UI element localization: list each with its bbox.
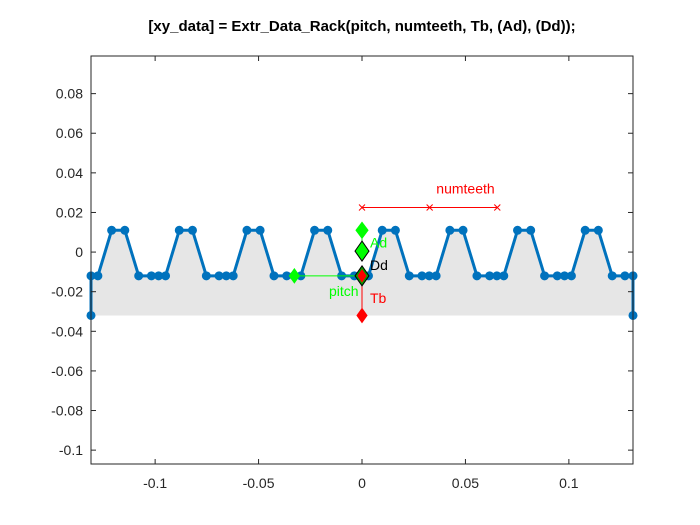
y-tick-label: 0 [75, 244, 83, 260]
ad-marker [355, 221, 369, 240]
numteeth-marker-stroke [426, 204, 434, 211]
series-point [107, 225, 117, 235]
series-point [187, 225, 197, 235]
series-point [269, 271, 279, 281]
series-point [499, 271, 509, 281]
pitch-label: pitch [329, 283, 359, 299]
tb-label: Tb [370, 290, 387, 306]
x-tick-label: 0 [358, 475, 366, 491]
filled-area [91, 230, 633, 316]
numteeth-label: numteeth [436, 181, 494, 197]
x-ticks: -0.1 -0.05 0 0.05 0.1 [143, 56, 579, 491]
numteeth-marker [493, 204, 501, 211]
y-tick-label: 0.04 [56, 165, 83, 181]
series-point [593, 225, 603, 235]
dd-label: Dd [370, 257, 388, 273]
x-tick-label: 0.1 [559, 475, 579, 491]
numteeth-marker-stroke [358, 204, 366, 211]
series-point [310, 225, 320, 235]
series-point [134, 271, 144, 281]
series-point [255, 225, 265, 235]
series-point [472, 271, 482, 281]
pitch-start-marker [288, 267, 300, 284]
y-tick-label: -0.04 [51, 323, 83, 339]
series-point [526, 225, 536, 235]
series-point [323, 225, 333, 235]
series-point [566, 271, 576, 281]
series-point [431, 271, 441, 281]
ad-label: Ad [370, 234, 387, 250]
series-point [445, 225, 455, 235]
numteeth-marker [426, 204, 434, 211]
numteeth-marker-stroke [493, 204, 501, 211]
series-point [458, 225, 468, 235]
series-point [201, 271, 211, 281]
rack-profile-layer [86, 225, 638, 320]
y-tick-label: -0.02 [51, 284, 83, 300]
series-point [242, 225, 252, 235]
y-tick-label: 0.06 [56, 125, 83, 141]
series-point [404, 271, 414, 281]
series-point [540, 271, 550, 281]
x-tick-label: -0.1 [143, 475, 167, 491]
x-tick-label: -0.05 [243, 475, 275, 491]
series-point [390, 225, 400, 235]
tb-bottom-marker [356, 307, 368, 324]
y-tick-label: -0.08 [51, 403, 83, 419]
series-point [174, 225, 184, 235]
y-tick-label: 0.08 [56, 86, 83, 102]
y-tick-label: -0.1 [59, 442, 83, 458]
series-point [377, 225, 387, 235]
filled-area-layer [91, 230, 633, 316]
series-point [161, 271, 171, 281]
series-point [607, 271, 617, 281]
y-tick-label: 0.02 [56, 204, 83, 220]
series-point [93, 271, 103, 281]
y-ticks: 0.08 0.06 0.04 0.02 0 -0.02 -0.04 -0.06 -0.08 -0.… [51, 86, 633, 458]
x-tick-label: 0.05 [452, 475, 479, 491]
tb-top-marker-inner [357, 268, 367, 283]
series-point [228, 271, 238, 281]
y-tick-label: -0.06 [51, 363, 83, 379]
series-point [120, 225, 130, 235]
series-point [580, 225, 590, 235]
numteeth-marker [358, 204, 366, 211]
series-point [513, 225, 523, 235]
series-point [620, 271, 630, 281]
dd-marker [354, 240, 370, 262]
chart-title: [xy_data] = Extr_Data_Rack(pitch, numtee… [148, 18, 575, 35]
